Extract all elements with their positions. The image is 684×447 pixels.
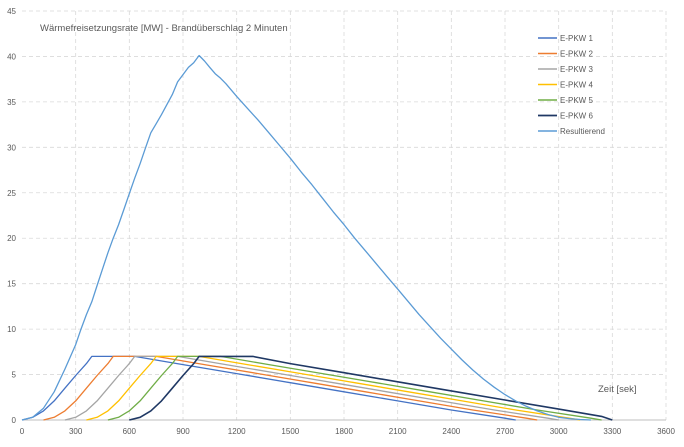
- x-tick-label: 2400: [442, 427, 460, 436]
- x-tick-label: 1500: [281, 427, 299, 436]
- legend-label: E-PKW 3: [560, 65, 593, 74]
- y-tick-label: 45: [7, 7, 16, 16]
- y-tick-label: 30: [7, 143, 16, 152]
- y-tick-label: 10: [7, 325, 16, 334]
- x-tick-label: 2100: [389, 427, 407, 436]
- axes: 0 5 10 15 20 25 30 35 40 45 0 300 600 900 1200 1500 1800…: [7, 7, 675, 436]
- legend: E-PKW 1 E-PKW 2 E-PKW 3 E-PKW 4 E-PKW 5 E-PKW…: [538, 34, 605, 136]
- x-tick-label: 2700: [496, 427, 514, 436]
- legend-label: Resultierend: [560, 127, 605, 136]
- y-tick-label: 5: [12, 371, 17, 380]
- y-tick-label: 40: [7, 52, 16, 61]
- legend-label: E-PKW 1: [560, 34, 593, 43]
- series-line-5: [107, 355, 602, 421]
- x-tick-label: 300: [69, 427, 83, 436]
- legend-label: E-PKW 4: [560, 81, 593, 90]
- x-tick-label: 3000: [550, 427, 568, 436]
- y-tick-label: 25: [7, 189, 16, 198]
- y-tick-label: 20: [7, 234, 16, 243]
- grid: [22, 10, 667, 420]
- legend-label: E-PKW 6: [560, 112, 593, 121]
- series-line-6: [129, 355, 613, 421]
- legend-label: E-PKW 5: [560, 96, 593, 105]
- series-line-3: [64, 355, 559, 421]
- x-tick-label: 0: [20, 427, 25, 436]
- y-tick-label: 35: [7, 98, 16, 107]
- y-tick-label: 0: [12, 416, 17, 425]
- x-tick-label: 1800: [335, 427, 353, 436]
- x-tick-label: 600: [123, 427, 137, 436]
- x-tick-label: 1200: [228, 427, 246, 436]
- series-lines: [21, 54, 613, 421]
- x-tick-label: 3300: [603, 427, 621, 436]
- x-tick-label: 900: [176, 427, 190, 436]
- y-tick-label: 15: [7, 280, 16, 289]
- x-tick-label: 3600: [657, 427, 675, 436]
- x-axis-label: Zeit [sek]: [598, 384, 637, 395]
- legend-label: E-PKW 2: [560, 50, 593, 59]
- series-line-1: [21, 355, 516, 421]
- series-line-7: [21, 54, 591, 421]
- chart-title: Wärmefreisetzungsrate [MW] - Brandübersc…: [40, 23, 288, 34]
- series-line-4: [86, 355, 581, 421]
